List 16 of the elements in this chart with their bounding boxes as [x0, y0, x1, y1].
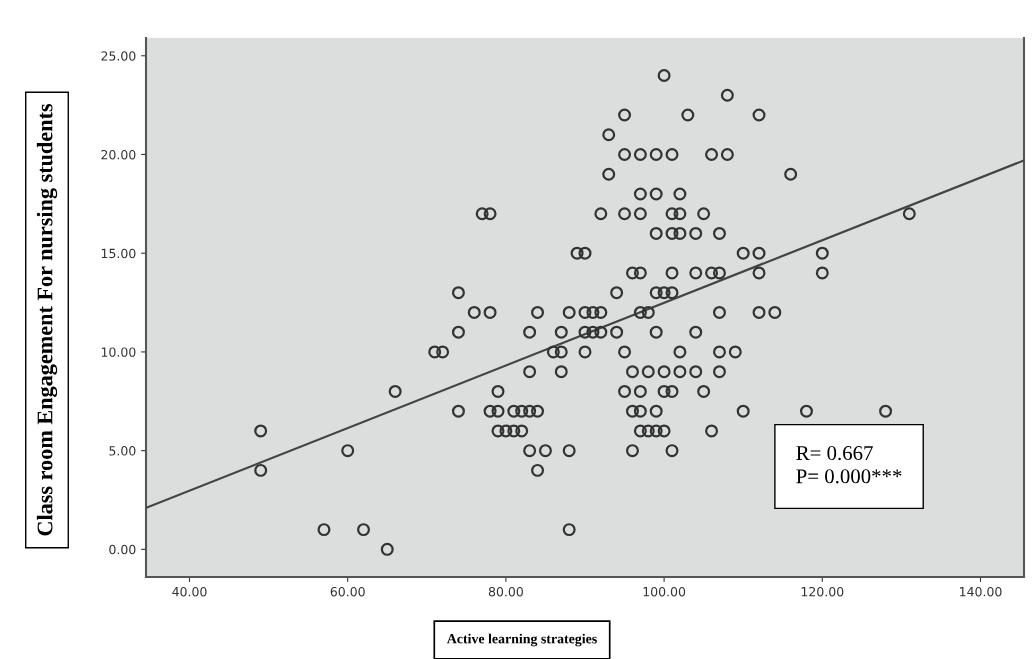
- x-axis-title: Active learning strategies: [446, 633, 597, 647]
- annotation: R= 0.667: [796, 446, 873, 461]
- y-tick-label: 15.00: [101, 248, 136, 259]
- x-tick-label: 120.00: [801, 586, 844, 597]
- x-tick-label: 140.00: [960, 586, 1002, 597]
- x-tick-label: 40.00: [172, 586, 207, 597]
- y-tick-label: 5.00: [109, 446, 136, 456]
- x-tick-label: 80.00: [488, 586, 523, 597]
- y-tick-label: 0.00: [109, 544, 136, 555]
- y-axis-title: Class room Engagement For nursing students: [36, 103, 58, 536]
- x-tick-label: 100.00: [643, 586, 686, 597]
- x-tick-label: 60.00: [330, 586, 365, 597]
- y-tick-label: 25.00: [101, 51, 136, 61]
- y-tick-label: 20.00: [101, 149, 136, 160]
- y-tick-label: 10.00: [101, 347, 136, 357]
- annotation: P= 0.000***: [796, 469, 902, 484]
